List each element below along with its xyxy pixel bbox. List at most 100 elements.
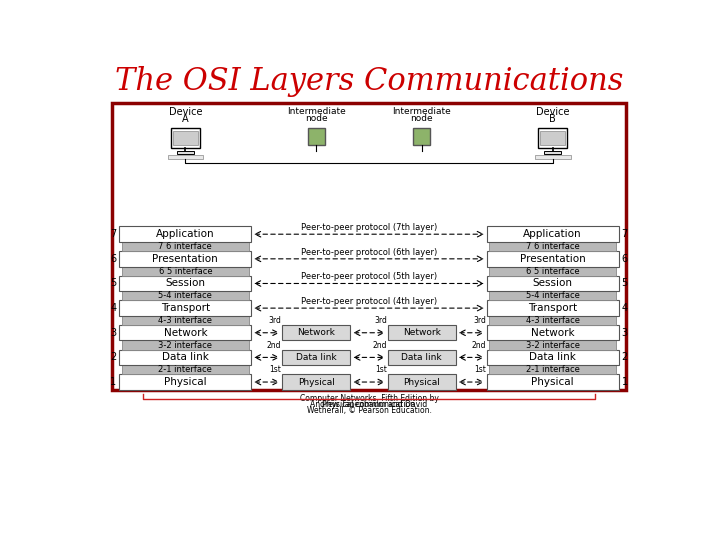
- Text: 7 6 interface: 7 6 interface: [526, 242, 580, 251]
- Text: 6 5 interface: 6 5 interface: [526, 267, 580, 275]
- Text: Physical communication: Physical communication: [323, 400, 415, 409]
- Text: Physical: Physical: [531, 377, 574, 387]
- Bar: [489, 291, 616, 300]
- Bar: [487, 251, 618, 267]
- Bar: [387, 325, 456, 340]
- Bar: [489, 267, 616, 276]
- Bar: [112, 103, 626, 390]
- Bar: [544, 151, 561, 154]
- Bar: [487, 350, 618, 365]
- Text: 4: 4: [621, 303, 628, 313]
- Bar: [173, 131, 198, 145]
- Text: 1: 1: [621, 377, 628, 387]
- Text: 1st: 1st: [269, 365, 282, 374]
- Bar: [122, 340, 249, 350]
- Bar: [489, 316, 616, 325]
- Text: 1st: 1st: [474, 365, 486, 374]
- Bar: [487, 276, 618, 291]
- Text: Network: Network: [297, 328, 336, 338]
- Bar: [487, 226, 618, 242]
- Text: 2: 2: [110, 353, 117, 362]
- Text: 3: 3: [110, 328, 117, 338]
- Bar: [487, 374, 618, 390]
- Bar: [387, 350, 456, 365]
- Bar: [387, 374, 456, 390]
- Text: Network: Network: [402, 328, 441, 338]
- Text: Peer-to-peer protocol (6th layer): Peer-to-peer protocol (6th layer): [301, 247, 437, 256]
- Text: 2-1 interface: 2-1 interface: [526, 365, 580, 374]
- Text: 2nd: 2nd: [372, 341, 387, 349]
- Bar: [177, 151, 194, 154]
- Text: 3: 3: [621, 328, 628, 338]
- Bar: [282, 325, 351, 340]
- Text: 5: 5: [110, 279, 117, 288]
- Bar: [538, 128, 567, 148]
- Text: Presentation: Presentation: [520, 254, 585, 264]
- Text: 2: 2: [621, 353, 628, 362]
- Text: 7 6 interface: 7 6 interface: [158, 242, 212, 251]
- Bar: [282, 374, 351, 390]
- Bar: [120, 325, 251, 340]
- Text: Andrew Tanenbaum and David: Andrew Tanenbaum and David: [310, 400, 428, 409]
- Bar: [168, 155, 203, 159]
- Text: A: A: [182, 114, 189, 124]
- Bar: [489, 340, 616, 350]
- Text: Peer-to-peer protocol (4th layer): Peer-to-peer protocol (4th layer): [301, 297, 437, 306]
- Text: Session: Session: [533, 279, 572, 288]
- Bar: [120, 226, 251, 242]
- Text: 6: 6: [110, 254, 117, 264]
- Bar: [122, 365, 249, 374]
- Text: 2nd: 2nd: [267, 341, 282, 349]
- Text: 2nd: 2nd: [472, 341, 486, 349]
- Text: 3rd: 3rd: [473, 316, 486, 325]
- Text: 1st: 1st: [375, 365, 387, 374]
- Text: Data link: Data link: [529, 353, 576, 362]
- Bar: [120, 251, 251, 267]
- Bar: [413, 128, 431, 145]
- Text: Presentation: Presentation: [153, 254, 218, 264]
- Text: node: node: [410, 114, 433, 123]
- Bar: [540, 131, 565, 145]
- Text: 5: 5: [621, 279, 628, 288]
- Text: Peer-to-peer protocol (5th layer): Peer-to-peer protocol (5th layer): [301, 272, 437, 281]
- Text: node: node: [305, 114, 328, 123]
- Text: Transport: Transport: [161, 303, 210, 313]
- Bar: [122, 267, 249, 276]
- Text: Network: Network: [163, 328, 207, 338]
- Text: Wetherall, © Pearson Education.: Wetherall, © Pearson Education.: [307, 406, 431, 415]
- Bar: [487, 325, 618, 340]
- Text: 4-3 interface: 4-3 interface: [526, 316, 580, 325]
- Bar: [487, 300, 618, 316]
- Text: 7: 7: [621, 229, 628, 239]
- Text: 5-4 interface: 5-4 interface: [158, 291, 212, 300]
- Text: Device: Device: [168, 107, 202, 117]
- Text: Transport: Transport: [528, 303, 577, 313]
- Text: Data link: Data link: [162, 353, 209, 362]
- Text: 3-2 interface: 3-2 interface: [526, 341, 580, 349]
- Text: 3-2 interface: 3-2 interface: [158, 341, 212, 349]
- Text: Data link: Data link: [401, 353, 442, 362]
- Text: Physical: Physical: [164, 377, 207, 387]
- Text: 3rd: 3rd: [269, 316, 282, 325]
- Bar: [489, 365, 616, 374]
- Text: Intermediate: Intermediate: [287, 107, 346, 116]
- Bar: [282, 350, 351, 365]
- Bar: [120, 276, 251, 291]
- Text: Application: Application: [156, 229, 215, 239]
- Text: 7: 7: [110, 229, 117, 239]
- Text: Physical: Physical: [298, 377, 335, 387]
- Text: Device: Device: [536, 107, 570, 117]
- Text: 6 5 interface: 6 5 interface: [158, 267, 212, 275]
- Text: 6: 6: [621, 254, 628, 264]
- Bar: [171, 128, 200, 148]
- Bar: [120, 374, 251, 390]
- Text: 4: 4: [110, 303, 117, 313]
- Text: 1: 1: [110, 377, 117, 387]
- Bar: [122, 242, 249, 251]
- Bar: [122, 291, 249, 300]
- Bar: [307, 128, 325, 145]
- Text: The OSI Layers Communications: The OSI Layers Communications: [114, 66, 624, 97]
- Text: Network: Network: [531, 328, 575, 338]
- Bar: [122, 316, 249, 325]
- Text: Data link: Data link: [296, 353, 337, 362]
